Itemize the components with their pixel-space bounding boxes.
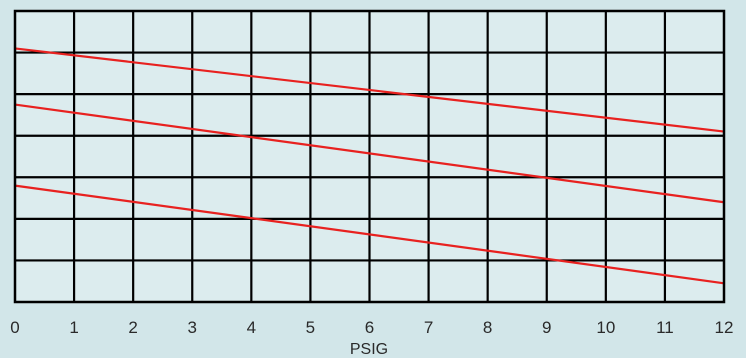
x-tick-label: 12 (715, 318, 734, 337)
series-line-1 (14, 47, 725, 133)
x-tick-label: 11 (656, 318, 674, 337)
x-tick-label: 5 (306, 318, 315, 337)
x-tick-label: 7 (424, 318, 433, 337)
x-tick-label: 6 (365, 318, 374, 337)
x-tick-label: 10 (596, 318, 615, 337)
x-tick-label: 2 (128, 318, 137, 337)
series-line-2 (14, 103, 725, 204)
series-line-3 (14, 184, 725, 285)
data-series (14, 47, 725, 285)
plot-frame (13, 9, 726, 304)
x-tick-labels: 0 1 2 3 4 5 6 7 8 9 10 11 12 (10, 318, 733, 337)
grid-lines (15, 11, 724, 302)
x-tick-label: 9 (542, 318, 551, 337)
x-tick-label: 4 (247, 318, 256, 337)
x-tick-label: 0 (10, 318, 19, 337)
x-axis-label: PSIG (350, 341, 388, 358)
x-tick-label: 3 (188, 318, 197, 337)
x-tick-label: 1 (69, 318, 78, 337)
x-tick-label: 8 (483, 318, 492, 337)
